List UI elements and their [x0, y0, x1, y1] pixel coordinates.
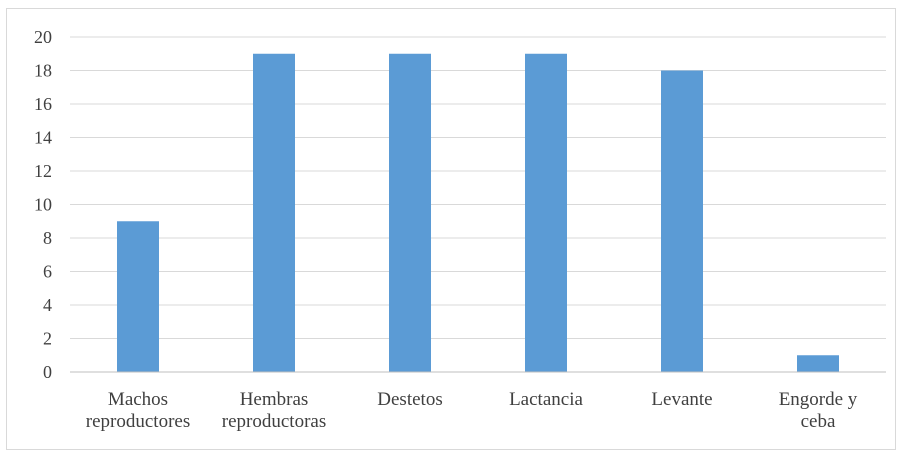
x-category-label: Destetos [377, 389, 442, 410]
y-axis-tick-labels: 0 2 4 6 8 10 12 14 16 18 20 [34, 27, 52, 382]
x-category-label: Engorde y ceba [779, 389, 858, 432]
y-tick-label: 12 [34, 161, 52, 181]
x-category-label-line: reproductoras [222, 411, 326, 432]
x-category-label-line: Hembras [240, 389, 309, 410]
x-category-label-line: reproductores [86, 411, 190, 432]
y-tick-label: 4 [43, 295, 52, 315]
x-category-label-line: Destetos [377, 389, 442, 410]
x-axis-category-labels: Machos reproductores Hembras reproductoras D… [86, 389, 858, 432]
bar [389, 53, 431, 372]
y-tick-label: 10 [34, 195, 52, 215]
y-tick-label: 14 [34, 128, 52, 148]
y-tick-label: 0 [43, 362, 52, 382]
x-category-label-line: Levante [651, 389, 712, 410]
x-category-label-line: Engorde y [779, 389, 858, 410]
bar [525, 53, 567, 372]
y-tick-label: 2 [43, 329, 52, 349]
bar [117, 221, 159, 372]
y-tick-label: 20 [34, 27, 52, 47]
x-category-label-line: Machos [108, 389, 168, 410]
bar [797, 355, 839, 372]
y-tick-label: 6 [43, 262, 52, 282]
gridlines [70, 36, 886, 339]
bars [117, 53, 839, 372]
y-tick-label: 18 [34, 61, 52, 81]
bar [253, 53, 295, 372]
bar [661, 70, 703, 372]
y-tick-label: 8 [43, 228, 52, 248]
x-category-label: Levante [651, 389, 712, 410]
y-tick-label: 16 [34, 94, 52, 114]
x-category-label: Machos reproductores [86, 389, 190, 432]
x-category-label-line: Lactancia [509, 389, 583, 410]
x-category-label: Lactancia [509, 389, 583, 410]
x-category-label-line: ceba [801, 411, 836, 432]
x-category-label: Hembras reproductoras [222, 389, 326, 432]
